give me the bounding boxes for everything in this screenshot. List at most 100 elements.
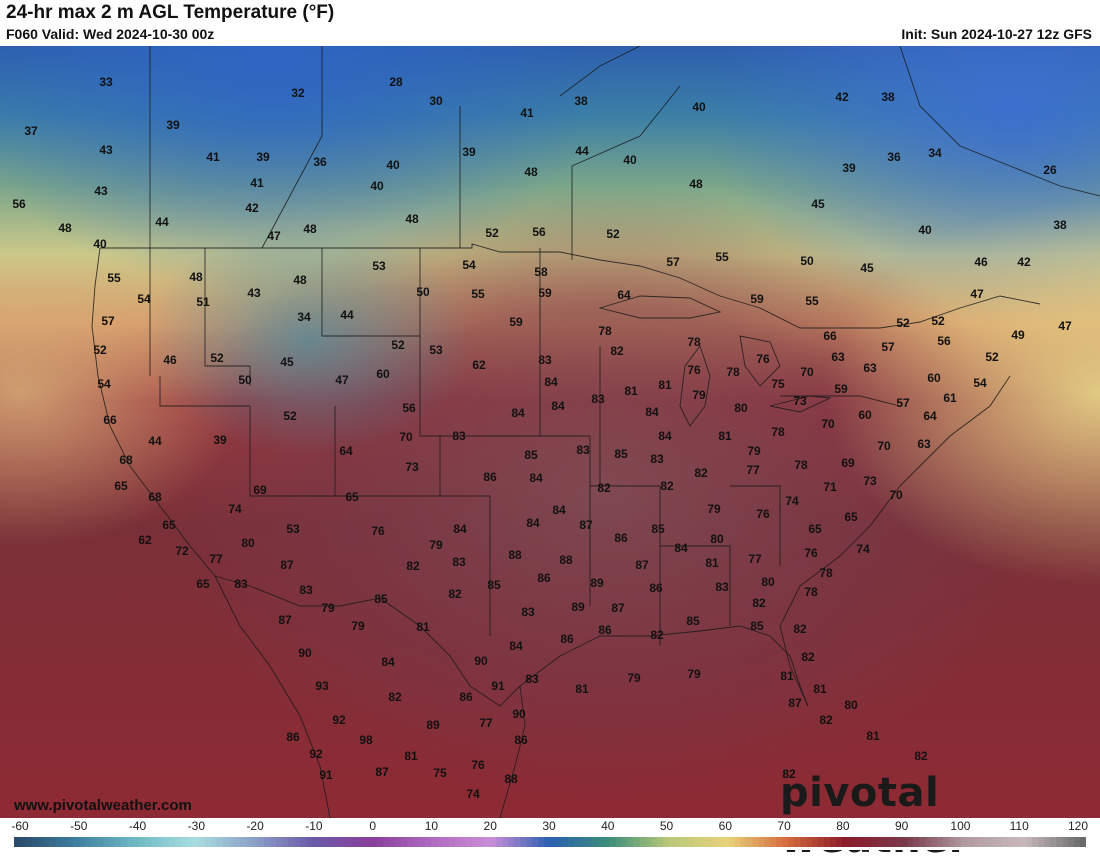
colorbar-segment [228,837,235,847]
temp-label: 82 [610,344,624,358]
colorbar-segment [931,837,938,847]
temp-label: 81 [416,620,430,634]
colorbar-segment [145,837,152,847]
colorbar-segment [651,837,658,847]
colorbar-segment [240,837,247,847]
temp-label: 79 [351,619,365,633]
state-line-11 [730,485,781,566]
temp-label: 76 [371,524,385,538]
scale-tick-label: -60 [11,819,29,833]
scale-tick-label: 90 [894,819,909,833]
temp-label: 43 [99,143,113,157]
temp-label: 77 [748,552,762,566]
temp-label: 63 [917,437,931,451]
colorbar-segment [323,837,331,847]
colorbar-segment [591,837,599,847]
colorbar-segment [371,837,378,847]
temp-label: 77 [479,716,493,730]
temp-label: 81 [404,749,418,763]
canada-province-2 [261,46,323,249]
colorbar-segment [823,837,831,847]
colorbar-segment [579,837,587,847]
canada-province-5 [571,85,681,167]
temp-label: 78 [819,566,833,580]
colorbar-segment [436,837,444,847]
state-line-13 [159,376,250,407]
scale-tick-label: 80 [836,819,850,833]
temp-label: 52 [896,316,910,330]
temp-label: 40 [623,153,637,167]
colorbar-segment [67,837,75,847]
us-west-coast [91,247,216,577]
colorbar-segment [282,837,289,847]
temp-label: 50 [800,254,814,268]
temp-label: 80 [761,575,775,589]
us-mexico-border [214,575,521,707]
colorbar-segment [19,837,27,847]
temperature-map[interactable]: 33 28 32 30 38 40 42 38 37 39 41 43 41 39 36 40 39 44 40 36… [0,46,1100,818]
temp-label: 90 [474,654,488,668]
colorbar-segment [424,837,432,847]
temp-label: 86 [598,623,612,637]
colorbar-segment [865,837,873,847]
colorbar-segment [812,837,819,847]
temp-label: 75 [433,766,447,780]
rockies-shading [0,46,1100,818]
temp-label: 87 [579,518,593,532]
colorbar-segment [949,837,956,847]
temp-label: 83 [521,605,535,619]
colorbar-segment [758,837,765,847]
colorbar-segment [633,837,640,847]
colorbar-segment [127,837,134,847]
temp-label: 44 [148,434,162,448]
colorbar-segment [728,837,736,847]
temp-label: 37 [24,124,38,138]
colorbar-segment [561,837,569,847]
colorbar-segment [1074,837,1081,847]
colorbar-segment [14,837,21,847]
temp-label: 42 [1017,255,1031,269]
colorbar-segment [198,837,206,847]
temp-label: 76 [687,363,701,377]
temp-label: 39 [842,161,856,175]
temp-label: 79 [707,502,721,516]
temp-label: 52 [93,343,107,357]
temp-label: 76 [756,507,770,521]
temp-label: 76 [471,758,485,772]
temp-label: 92 [332,713,346,727]
colorbar-segment [97,837,104,847]
colorbar-segment [1026,837,1033,847]
colorbar-segment [25,837,33,847]
colorbar-segment [573,837,581,847]
temp-label: 82 [406,559,420,573]
temp-label: 89 [426,718,440,732]
colorbar-segment [472,837,480,847]
temp-label: 34 [928,146,942,160]
colorbar-segment [847,837,855,847]
temp-label: 63 [863,361,877,375]
colorbar-segment [901,837,908,847]
temp-label: 46 [163,353,177,367]
colorbar-segment [359,837,366,847]
colorbar-segment [413,837,420,847]
colorbar-segment [966,837,974,847]
temp-label: 82 [448,587,462,601]
temp-label: 81 [624,384,638,398]
temp-label: 87 [788,696,802,710]
temp-label: 52 [931,314,945,328]
website-label: www.pivotalweather.com [14,797,192,814]
temp-label: 41 [250,176,264,190]
temp-label: 85 [524,448,538,462]
temp-label: 85 [614,447,628,461]
temp-label: 65 [808,522,822,536]
colorbar-segment [383,837,390,847]
scale-tick-label: 120 [1067,819,1089,833]
temp-label: 53 [372,259,386,273]
colorbar-segment [1008,837,1016,847]
temp-label: 39 [462,145,476,159]
temp-label: 82 [597,481,611,495]
temp-label: 80 [734,401,748,415]
colorbar-segment [43,837,51,847]
colorbar-segment [168,837,176,847]
colorbar-segment [210,837,218,847]
